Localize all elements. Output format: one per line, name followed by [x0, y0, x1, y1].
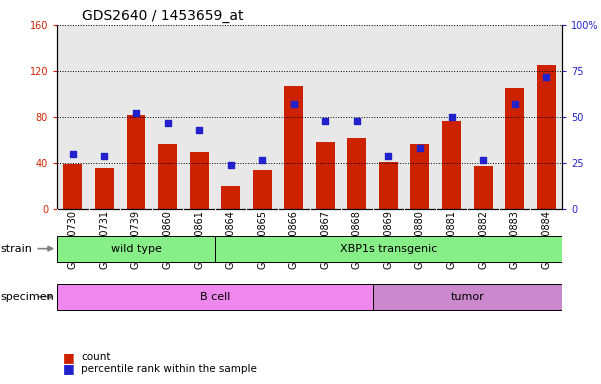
- Text: GSM160869: GSM160869: [383, 210, 394, 269]
- Text: GSM160866: GSM160866: [288, 210, 299, 269]
- Text: GSM160881: GSM160881: [447, 210, 457, 269]
- Bar: [95, 168, 114, 209]
- Bar: [316, 142, 335, 209]
- Point: [257, 156, 267, 162]
- Text: GSM160731: GSM160731: [99, 210, 109, 269]
- Point: [131, 110, 141, 116]
- Text: GDS2640 / 1453659_at: GDS2640 / 1453659_at: [82, 8, 244, 23]
- Text: GSM160883: GSM160883: [510, 210, 520, 269]
- Bar: [505, 88, 524, 209]
- Text: GSM160867: GSM160867: [320, 210, 331, 269]
- Point: [194, 127, 204, 133]
- Text: GSM160739: GSM160739: [131, 210, 141, 269]
- Bar: [537, 65, 555, 209]
- Bar: [158, 144, 177, 209]
- Text: GSM160868: GSM160868: [352, 210, 362, 269]
- Bar: [379, 162, 398, 209]
- Text: GSM160864: GSM160864: [225, 210, 236, 269]
- Point: [100, 153, 109, 159]
- Point: [352, 118, 362, 124]
- Point: [289, 101, 299, 107]
- Text: GSM160730: GSM160730: [68, 210, 78, 269]
- Point: [320, 118, 330, 124]
- Point: [478, 156, 488, 162]
- Text: strain: strain: [1, 243, 32, 254]
- Bar: [253, 170, 272, 209]
- Point: [510, 101, 519, 107]
- Point: [163, 119, 172, 126]
- Text: GSM160865: GSM160865: [257, 210, 267, 269]
- Bar: [57, 284, 373, 310]
- Bar: [127, 115, 145, 209]
- Text: XBP1s transgenic: XBP1s transgenic: [340, 243, 437, 254]
- Text: percentile rank within the sample: percentile rank within the sample: [81, 364, 257, 374]
- Text: ■: ■: [63, 362, 75, 375]
- Point: [447, 114, 456, 120]
- Text: B cell: B cell: [200, 291, 230, 302]
- Bar: [442, 121, 461, 209]
- Bar: [347, 138, 367, 209]
- Bar: [410, 144, 429, 209]
- Bar: [57, 236, 215, 262]
- Bar: [221, 186, 240, 209]
- Bar: [215, 236, 562, 262]
- Text: tumor: tumor: [450, 291, 484, 302]
- Text: wild type: wild type: [111, 243, 162, 254]
- Point: [68, 151, 78, 157]
- Bar: [284, 86, 304, 209]
- Bar: [190, 152, 209, 209]
- Point: [542, 73, 551, 79]
- Point: [415, 146, 425, 152]
- Point: [383, 153, 393, 159]
- Bar: [64, 164, 82, 209]
- Text: ■: ■: [63, 351, 75, 364]
- Text: GSM160880: GSM160880: [415, 210, 425, 269]
- Text: count: count: [81, 352, 111, 362]
- Bar: [474, 166, 492, 209]
- Text: GSM160882: GSM160882: [478, 210, 488, 269]
- Point: [226, 162, 236, 168]
- Text: GSM160860: GSM160860: [162, 210, 172, 269]
- Text: specimen: specimen: [1, 291, 54, 302]
- Bar: [373, 284, 562, 310]
- Text: GSM160861: GSM160861: [194, 210, 204, 269]
- Text: GSM160884: GSM160884: [541, 210, 551, 269]
